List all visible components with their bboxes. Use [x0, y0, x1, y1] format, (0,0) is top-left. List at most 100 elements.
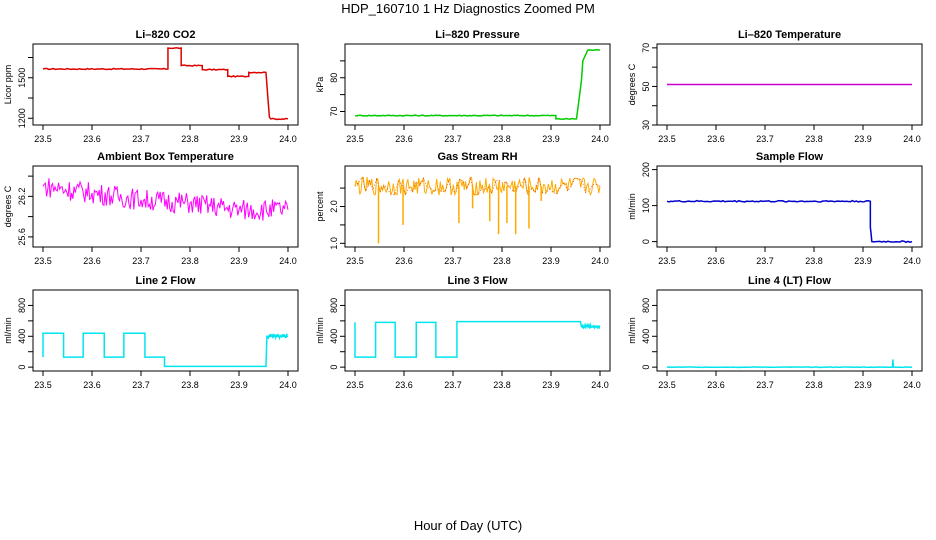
plot-frame: [32, 289, 299, 372]
x-tick-label: 23.5: [658, 134, 676, 144]
x-tick-label: 23.7: [444, 380, 462, 390]
y-tick-label: 1200: [17, 108, 27, 128]
x-tick-label: 23.7: [756, 256, 774, 266]
y-tick-label: 70: [641, 43, 651, 53]
x-tick-label: 24.0: [591, 380, 609, 390]
y-tick-label: 400: [641, 329, 651, 344]
chart-title: Ambient Box Temperature: [97, 151, 234, 163]
x-tick-label: 23.8: [493, 380, 511, 390]
x-tick-label: 23.6: [395, 256, 413, 266]
y-axis-label: ml/min: [627, 317, 637, 344]
x-tick-label: 23.9: [854, 380, 872, 390]
series-line: [354, 49, 601, 120]
y-tick-label: 0: [641, 239, 651, 244]
y-tick-label: 50: [641, 81, 651, 91]
y-tick-label: 0: [329, 365, 339, 370]
x-tick-label: 23.9: [230, 256, 248, 266]
chart-panel-9: Line 4 (LT) Flow 0 400 800 ml/min 23.5 23.6 23.…: [627, 275, 923, 390]
chart-title: Line 4 (LT) Flow: [748, 275, 831, 287]
x-tick-label: 23.8: [493, 134, 511, 144]
chart-panel-4: Ambient Box Temperature 25.6 26.2 degrees C…: [3, 151, 299, 266]
plot-frame: [32, 43, 299, 126]
x-tick-label: 24.0: [903, 380, 921, 390]
chart-panel-3: Li–820 Temperature 30 50 70 degrees C 23.5 23.…: [627, 29, 923, 144]
x-tick-label: 23.6: [83, 134, 101, 144]
chart-title: Li–820 Pressure: [435, 29, 519, 41]
x-tick-label: 23.9: [542, 134, 560, 144]
x-tick-label: 24.0: [903, 256, 921, 266]
chart-title: Li–820 CO2: [136, 29, 196, 41]
x-tick-label: 23.5: [346, 256, 364, 266]
y-axis-label: Licor ppm: [3, 65, 13, 105]
y-tick-label: 2.0: [329, 200, 339, 213]
y-axis-label: ml/min: [627, 193, 637, 220]
x-tick-label: 23.5: [34, 380, 52, 390]
x-tick-label: 23.5: [658, 380, 676, 390]
y-axis-label: percent: [315, 191, 325, 222]
x-tick-label: 24.0: [591, 134, 609, 144]
plot-frame: [656, 43, 923, 126]
x-tick-label: 23.9: [542, 380, 560, 390]
chart-panel-7: Line 2 Flow 0 400 800 ml/min 23.5 23.6 23.7 23.8…: [3, 275, 299, 390]
chart-panel-6: Sample Flow 0 100 200 ml/min 23.5 23.6 23.7 23.8…: [627, 151, 923, 266]
x-tick-label: 23.7: [444, 256, 462, 266]
x-tick-label: 23.9: [854, 256, 872, 266]
y-tick-label: 400: [329, 329, 339, 344]
y-axis-label: ml/min: [315, 317, 325, 344]
series-line: [42, 47, 289, 121]
x-tick-label: 24.0: [591, 256, 609, 266]
plot-frame: [344, 43, 611, 126]
plot-frame: [32, 165, 299, 248]
series-line: [666, 359, 913, 369]
chart-panel-8: Line 3 Flow 0 400 800 ml/min 23.5 23.6 23.7 23.8…: [315, 275, 611, 390]
y-tick-label: 200: [641, 162, 651, 177]
chart-title: Sample Flow: [756, 151, 824, 163]
series-line-overlay: [354, 176, 601, 196]
x-tick-label: 23.6: [83, 256, 101, 266]
plot-frame: [656, 289, 923, 372]
x-tick-label: 23.7: [132, 256, 150, 266]
y-tick-label: 25.6: [17, 228, 27, 246]
y-axis-label: kPa: [315, 77, 325, 93]
y-tick-label: 26.2: [17, 188, 27, 206]
series-line: [42, 332, 288, 368]
x-tick-label: 23.6: [395, 380, 413, 390]
x-tick-label: 23.6: [707, 380, 725, 390]
x-tick-label: 23.6: [83, 380, 101, 390]
y-tick-label: 0: [17, 365, 27, 370]
x-tick-label: 23.5: [346, 134, 364, 144]
x-tick-label: 23.7: [444, 134, 462, 144]
x-tick-label: 23.9: [854, 134, 872, 144]
x-tick-label: 23.8: [181, 134, 199, 144]
x-tick-label: 23.5: [34, 256, 52, 266]
x-tick-label: 23.6: [707, 256, 725, 266]
plot-frame: [656, 165, 923, 248]
y-tick-label: 800: [641, 298, 651, 313]
figure-x-axis-label: Hour of Day (UTC): [413, 518, 523, 533]
series-line: [354, 176, 601, 197]
y-tick-label: 1.0: [329, 237, 339, 250]
x-tick-label: 23.8: [493, 256, 511, 266]
x-tick-label: 23.6: [395, 134, 413, 144]
y-axis-label: ml/min: [3, 317, 13, 344]
x-tick-label: 24.0: [279, 256, 297, 266]
x-tick-label: 23.5: [346, 380, 364, 390]
series-line: [666, 199, 913, 244]
figure-title: HDP_160710 1 Hz Diagnostics Zoomed PM: [341, 1, 595, 16]
y-tick-label: 70: [329, 106, 339, 116]
x-tick-label: 23.8: [181, 380, 199, 390]
x-tick-label: 23.5: [34, 134, 52, 144]
x-tick-label: 23.5: [658, 256, 676, 266]
chart-panel-2: Li–820 Pressure 70 80 kPa 23.5 23.6 23.7 23.8 23…: [315, 29, 611, 144]
y-tick-label: 400: [17, 329, 27, 344]
x-tick-label: 23.8: [805, 380, 823, 390]
series-line: [354, 320, 600, 358]
x-tick-label: 23.7: [756, 134, 774, 144]
chart-title: Gas Stream RH: [437, 151, 517, 163]
plot-frame: [344, 289, 611, 372]
y-tick-label: 800: [329, 298, 339, 313]
y-tick-label: 0: [641, 365, 651, 370]
chart-title: Line 2 Flow: [136, 275, 196, 287]
y-axis-label: degrees C: [627, 63, 637, 105]
